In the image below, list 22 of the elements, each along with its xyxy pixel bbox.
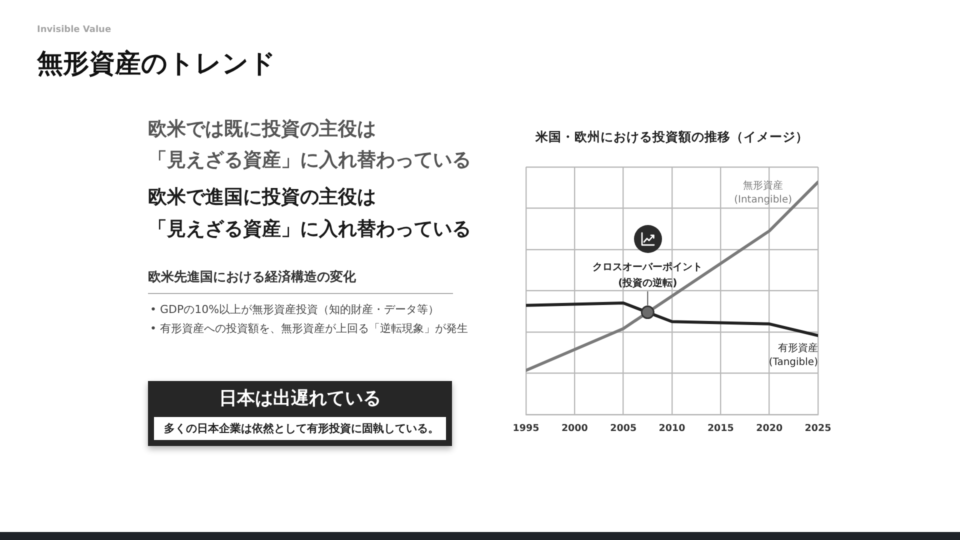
series-label: 無形資産 (Intangible) (734, 180, 792, 206)
text: • 有形資産への投資額を、無形資産が上回る「逆転現象」が発生 (150, 321, 468, 337)
text: 欧米では既に投資の主役は (148, 117, 376, 142)
x-tick-label: 2005 (610, 422, 637, 434)
x-tick-label: 2010 (658, 422, 686, 434)
series-label: 有形資産 (Tangible) (768, 342, 818, 368)
text: 「見えざる資産」に入れ替わっている (148, 148, 471, 173)
text: 欧米で進国に投資の主役は (148, 185, 376, 210)
text: 多くの日本企業は依然として有形投資に固執している。 (154, 417, 446, 440)
text: 日本は出遅れている (218, 387, 382, 411)
x-tick-label: 2020 (756, 422, 783, 434)
text: 「見えざる資産」に入れ替わっている (148, 217, 471, 242)
text: 無形資産のトレンド (37, 48, 276, 81)
chart-title: 米国・欧州における投資額の推移（イメージ） (534, 128, 808, 144)
text: • GDPの10%以上が無形資産投資（知的財産・データ等） (150, 302, 440, 318)
x-tick-label: 1995 (512, 422, 540, 434)
text: Invisible Value (37, 25, 112, 35)
text: 欧米先進国における経済構造の変化 (148, 268, 453, 294)
x-tick-label: 2025 (804, 422, 832, 434)
annotation: クロスオーバーポイント (投資の逆転) (592, 262, 703, 289)
x-tick-label: 2000 (561, 422, 588, 434)
x-tick-label: 2015 (707, 422, 734, 434)
